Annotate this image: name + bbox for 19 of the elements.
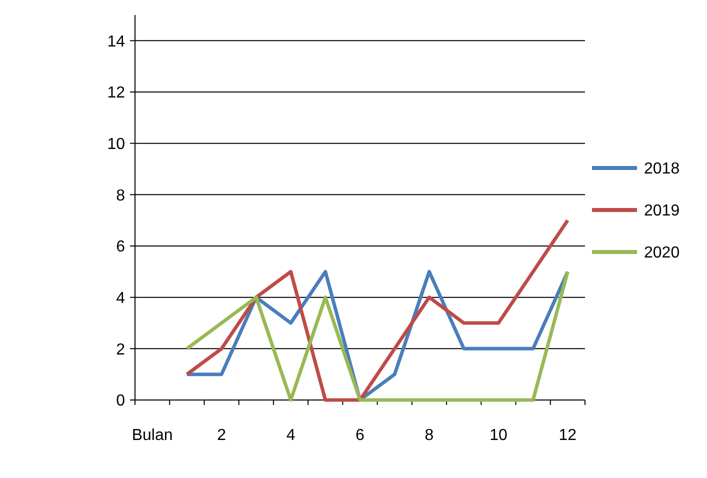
x-tick-label: 4 xyxy=(286,427,296,444)
x-tick-label: 8 xyxy=(424,427,434,444)
y-tick-label: 8 xyxy=(116,187,126,204)
y-tick-label: 2 xyxy=(116,341,126,358)
y-tick-label: 12 xyxy=(107,84,126,102)
x-tick-label: 2 xyxy=(217,427,226,444)
y-tick-label: 0 xyxy=(116,392,126,410)
y-tick-label: 10 xyxy=(107,136,126,153)
legend-label: 2019 xyxy=(644,202,680,220)
legend-label: 2020 xyxy=(644,244,680,262)
x-tick-label: 12 xyxy=(558,427,577,444)
y-tick-label: 4 xyxy=(116,290,126,307)
line-series xyxy=(185,218,570,402)
x-tick-label: 10 xyxy=(490,427,508,444)
legend-label: 2018 xyxy=(644,160,680,178)
x-tick-label: Bulan xyxy=(132,427,173,444)
y-tick-label: 14 xyxy=(107,33,126,50)
y-tick-label: 6 xyxy=(116,238,126,256)
x-tick-label: 6 xyxy=(356,427,365,444)
